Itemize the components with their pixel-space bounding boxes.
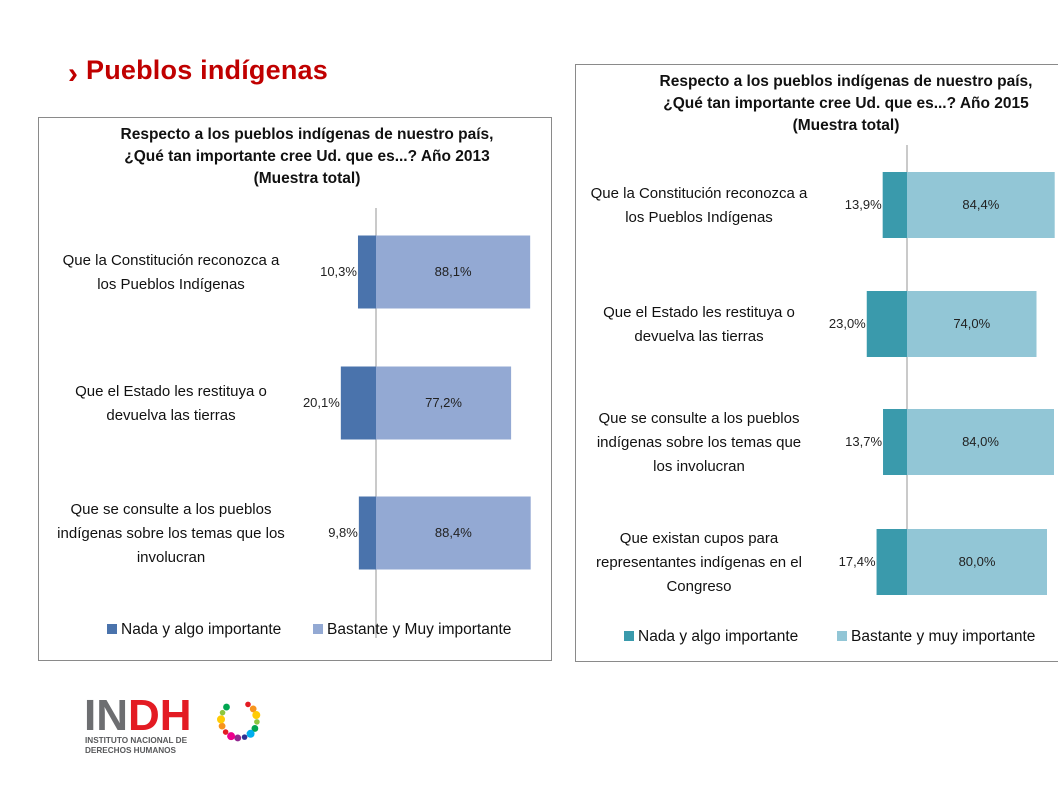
- legend-swatch: [313, 624, 323, 634]
- slide-title-text: Pueblos indígenas: [86, 54, 328, 85]
- data-label-nada-algo: 13,7%: [845, 434, 882, 449]
- bar-nada-algo: [358, 496, 376, 570]
- category-label: Que se consulte a los pueblos: [599, 410, 800, 427]
- logo-dots: [217, 701, 261, 742]
- legend-label: Bastante y Muy importante: [327, 621, 511, 638]
- chevron-right-icon: ›: [68, 57, 78, 90]
- category-label: devuelva las tierras: [634, 328, 763, 345]
- chart-2013: Respecto a los pueblos indígenas de nues…: [38, 117, 552, 661]
- bar-bastante-muy: [376, 366, 512, 440]
- logo-dot: [218, 722, 226, 730]
- logo-dot: [222, 729, 229, 735]
- legend-label: Nada y algo importante: [121, 621, 281, 638]
- legend-swatch: [624, 631, 634, 641]
- logo-line1: INSTITUTO NACIONAL DE: [85, 736, 188, 745]
- logo-letters-dh: DH: [128, 691, 192, 740]
- logo-dot: [217, 715, 226, 724]
- chart-svg: Respecto a los pueblos indígenas de nues…: [591, 73, 1055, 645]
- logo-dot: [251, 725, 259, 732]
- legend-swatch: [837, 631, 847, 641]
- logo-dot: [241, 734, 248, 740]
- bar-bastante-muy: [907, 291, 1037, 357]
- data-label-nada-algo: 13,9%: [845, 197, 882, 212]
- slide-title: › Pueblos indígenas: [68, 50, 328, 91]
- category-label: indígenas sobre los temas que los: [57, 525, 285, 542]
- category-label: los Pueblos Indígenas: [625, 209, 773, 226]
- data-label-bastante-muy: 74,0%: [953, 316, 990, 331]
- chart-title-line: ¿Qué tan importante cree Ud. que es...? …: [124, 148, 490, 165]
- category-label: devuelva las tierras: [106, 407, 235, 424]
- logo-dot: [252, 711, 261, 720]
- data-label-nada-algo: 10,3%: [320, 264, 357, 279]
- legend-label: Bastante y muy importante: [851, 628, 1035, 645]
- chart-2015: Respecto a los pueblos indígenas de nues…: [575, 64, 1058, 662]
- logo-line2: DERECHOS HUMANOS: [85, 746, 177, 755]
- data-label-bastante-muy: 80,0%: [959, 554, 996, 569]
- category-label: los Pueblos Indígenas: [97, 276, 245, 293]
- category-label: representantes indígenas en el: [596, 554, 802, 571]
- logo-dot: [249, 705, 257, 713]
- bar-bastante-muy: [376, 496, 531, 570]
- data-label-bastante-muy: 88,1%: [435, 264, 472, 279]
- logo-dot: [234, 734, 242, 742]
- logo-dot: [245, 701, 251, 708]
- bar-nada-algo: [882, 172, 907, 238]
- category-label: Que la Constitución reconozca a: [63, 252, 280, 269]
- bar-bastante-muy: [376, 235, 531, 309]
- category-label: Que el Estado les restituya o: [75, 383, 267, 400]
- data-label-nada-algo: 9,8%: [328, 525, 358, 540]
- category-label: involucran: [137, 549, 205, 566]
- bar-nada-algo: [883, 409, 907, 475]
- chart-svg: Respecto a los pueblos indígenas de nues…: [57, 126, 531, 638]
- category-label: Que la Constitución reconozca a: [591, 185, 808, 202]
- logo-letters-in: IN: [84, 691, 128, 740]
- bar-nada-algo: [340, 366, 376, 440]
- chart-title-line: Respecto a los pueblos indígenas de nues…: [660, 73, 1033, 90]
- bar-nada-algo: [876, 529, 907, 595]
- logo-dot: [219, 709, 226, 716]
- data-label-bastante-muy: 77,2%: [425, 395, 462, 410]
- legend-label: Nada y algo importante: [638, 628, 798, 645]
- indh-logo: INDH INSTITUTO NACIONAL DE DERECHOS HUMA…: [84, 691, 261, 755]
- chart-title-line: (Muestra total): [793, 117, 900, 134]
- bar-bastante-muy: [907, 529, 1047, 595]
- data-label-nada-algo: 23,0%: [829, 316, 866, 331]
- data-label-nada-algo: 17,4%: [839, 554, 876, 569]
- legend-swatch: [107, 624, 117, 634]
- bar-nada-algo: [866, 291, 907, 357]
- logo-dot: [246, 729, 255, 738]
- logo-dot: [223, 703, 230, 711]
- data-label-bastante-muy: 84,0%: [962, 434, 999, 449]
- data-label-nada-algo: 20,1%: [303, 395, 340, 410]
- chart-title-line: Respecto a los pueblos indígenas de nues…: [121, 126, 494, 143]
- category-label: indígenas sobre los temas que: [597, 434, 801, 451]
- category-label: Que el Estado les restituya o: [603, 304, 795, 321]
- category-label: Que se consulte a los pueblos: [71, 501, 272, 518]
- logo-dot: [227, 732, 236, 741]
- chart-title-line: ¿Qué tan importante cree Ud. que es...? …: [663, 95, 1029, 112]
- bar-bastante-muy: [907, 409, 1054, 475]
- logo-dot: [254, 719, 260, 725]
- bar-bastante-muy: [907, 172, 1055, 238]
- chart-title-line: (Muestra total): [254, 170, 361, 187]
- category-label: Que existan cupos para: [620, 530, 779, 547]
- data-label-bastante-muy: 88,4%: [435, 525, 472, 540]
- logo-letters: INDH: [84, 691, 192, 740]
- data-label-bastante-muy: 84,4%: [962, 197, 999, 212]
- category-label: Congreso: [666, 578, 731, 595]
- category-label: los involucran: [653, 458, 745, 475]
- bar-nada-algo: [357, 235, 376, 309]
